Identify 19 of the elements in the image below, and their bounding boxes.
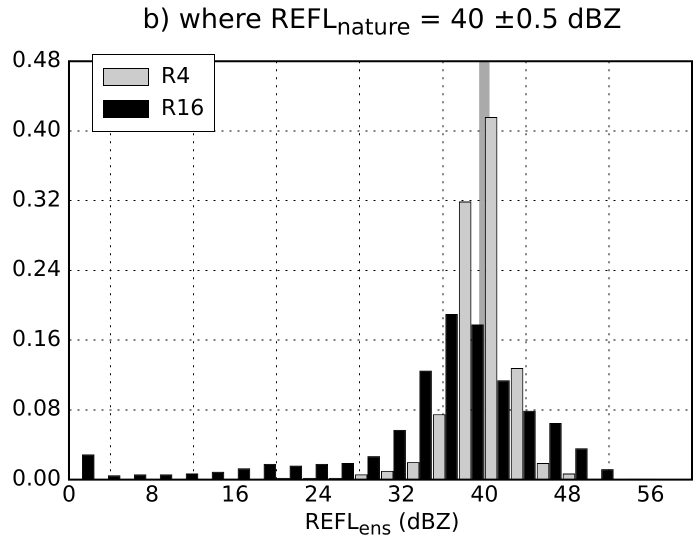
y-tick-label: 0.24: [12, 257, 61, 282]
y-tick-label: 0.48: [12, 48, 61, 73]
x-axis-title: REFL$_{ens}$ (dBZ): [304, 510, 460, 540]
y-tick-label: 0.40: [12, 118, 61, 143]
x-tick-label: 24: [304, 482, 332, 508]
x-tick-label: 32: [387, 482, 416, 508]
y-tick-label: 0.16: [12, 326, 61, 352]
x-tick-label: 56: [636, 482, 664, 508]
x-tick-label: 0: [62, 482, 76, 508]
y-tick-label: 0.32: [12, 187, 61, 212]
y-tick-label: 0.08: [12, 396, 61, 422]
x-tick-label: 8: [145, 482, 160, 508]
chart-title: b) where REFL$_{nature}$ = 40 ±0.5 dBZ: [142, 4, 622, 40]
legend-label: R16: [161, 95, 204, 123]
x-tick-label: 40: [470, 482, 498, 508]
legend-label: R4: [161, 63, 190, 91]
x-tick-label: 16: [221, 482, 250, 508]
y-tick-label: 0.00: [12, 466, 61, 492]
x-tick-label: 48: [553, 482, 582, 508]
